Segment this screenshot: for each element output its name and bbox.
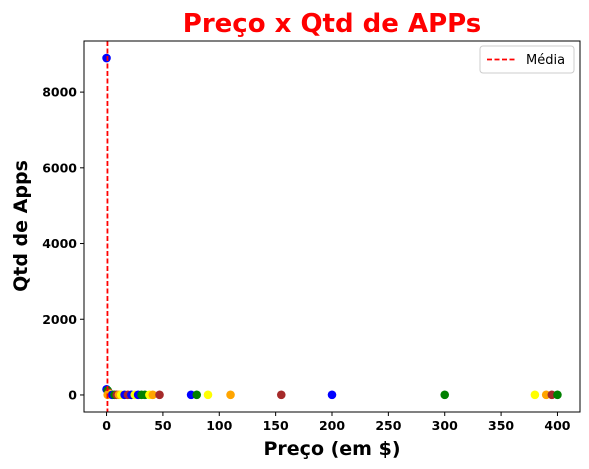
scatter-point: [530, 390, 540, 400]
scatter-point: [148, 390, 158, 400]
x-tick-label: 250: [375, 418, 401, 433]
y-tick-label: 8000: [42, 85, 77, 100]
y-tick-label: 4000: [42, 236, 77, 251]
y-tick-label: 6000: [42, 160, 77, 175]
y-tick-label: 0: [68, 387, 77, 402]
scatter-point: [102, 53, 111, 63]
chart-title: Preço x Qtd de APPs: [183, 9, 481, 39]
scatter-point: [226, 390, 235, 400]
x-tick-label: 50: [154, 418, 172, 433]
x-tick-label: 350: [488, 418, 514, 433]
x-tick-label: 150: [263, 418, 289, 433]
scatter-point: [553, 390, 562, 400]
x-tick-label: 0: [102, 418, 111, 433]
chart-marks: [102, 41, 562, 412]
x-tick-label: 200: [319, 418, 345, 433]
x-axis: 0 50 100 150 200 250 300 350 400: [102, 412, 571, 433]
y-axis-label: Qtd de Apps: [10, 160, 32, 292]
x-tick-label: 300: [432, 418, 458, 433]
scatter-point: [155, 390, 164, 400]
y-tick-label: 2000: [42, 312, 77, 327]
scatter-point: [276, 390, 286, 400]
y-axis: 0 2000 4000 6000 8000: [42, 85, 84, 402]
legend-mean-label: Média: [526, 53, 565, 68]
scatter-point: [327, 390, 337, 400]
plot-area: [83, 40, 581, 413]
scatter-point: [203, 390, 213, 400]
scatter-point: [192, 390, 202, 400]
scatter-point: [440, 390, 450, 400]
x-tick-label: 400: [544, 418, 570, 433]
legend: Média: [479, 45, 575, 74]
x-axis-label: Preço (em $): [264, 438, 401, 460]
legend-box: [479, 45, 575, 74]
plot-background: [84, 41, 580, 412]
x-tick-label: 100: [206, 418, 232, 433]
